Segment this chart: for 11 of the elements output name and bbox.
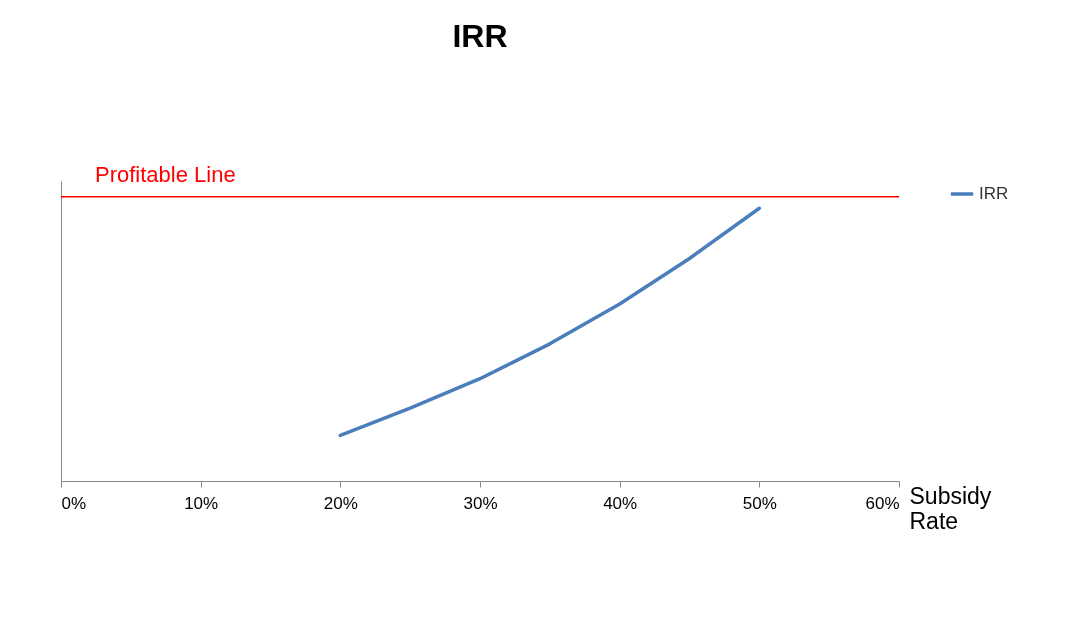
- x-tick-label: 60%: [865, 493, 900, 513]
- ref-line-label: Profitable Line: [95, 161, 236, 187]
- chart-title: IRR: [452, 17, 508, 54]
- x-tick-label: 10%: [184, 493, 219, 513]
- x-tick-label: 20%: [323, 493, 358, 513]
- x-tick-label: 30%: [463, 493, 498, 513]
- x-tick-label: 50%: [742, 493, 777, 513]
- x-tick-label: 0%: [61, 493, 87, 513]
- x-axis-title: Subsidy Rate: [909, 482, 992, 534]
- legend-label: IRR: [979, 184, 1009, 203]
- x-tick-label: 40%: [603, 493, 638, 513]
